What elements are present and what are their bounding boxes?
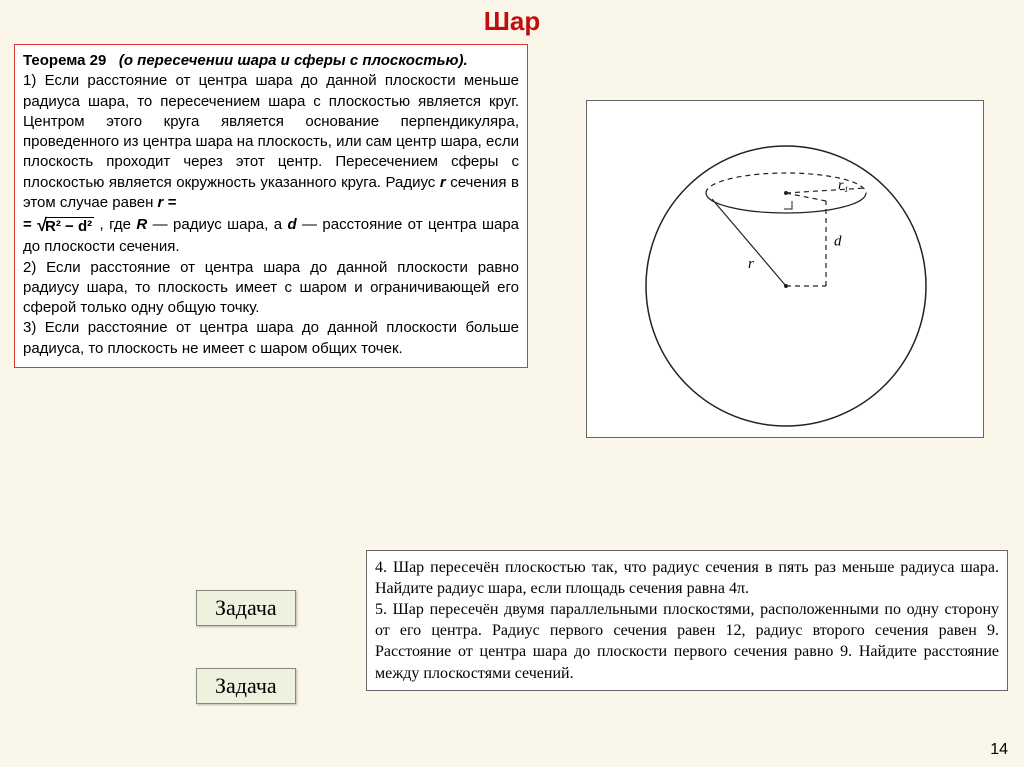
page-number: 14 bbox=[990, 741, 1008, 759]
page-title: Шар bbox=[0, 6, 1024, 37]
sqrt-formula: R² − d² bbox=[37, 213, 94, 237]
task-button-1[interactable]: Задача bbox=[196, 590, 296, 626]
title-text: Шар bbox=[484, 6, 540, 36]
theorem-eq-prefix: = bbox=[23, 216, 37, 233]
theorem-p3: 3) Если расстояние от центра шара до дан… bbox=[23, 319, 519, 356]
svg-text:d: d bbox=[834, 234, 842, 250]
theorem-p2: 2) Если расстояние от центра шара до дан… bbox=[23, 259, 519, 317]
theorem-eq-lhs: r = bbox=[158, 194, 177, 211]
theorem-subtitle: (о пересечении шара и сферы с плоскостью… bbox=[119, 52, 468, 69]
task-button-2[interactable]: Задача bbox=[196, 668, 296, 704]
task-label-1: Задача bbox=[215, 595, 277, 620]
theorem-p1c: , где bbox=[100, 216, 137, 233]
svg-text:r₁: r₁ bbox=[838, 178, 848, 193]
sphere-diagram: r₁ r d bbox=[587, 101, 983, 437]
theorem-dvar: d bbox=[287, 216, 296, 233]
theorem-Rvar: R bbox=[136, 216, 147, 233]
theorem-box: Теорема 29 (о пересечении шара и сферы с… bbox=[14, 44, 528, 368]
problems-box: 4. Шар пересечён плоскостью так, что рад… bbox=[366, 550, 1008, 691]
theorem-label: Теорема 29 bbox=[23, 52, 106, 69]
problem-5: 5. Шар пересечён двумя параллельными пло… bbox=[375, 599, 999, 683]
problem-4: 4. Шар пересечён плоскостью так, что рад… bbox=[375, 557, 999, 599]
svg-text:r: r bbox=[748, 256, 754, 272]
theorem-p1d: — радиус шара, а bbox=[153, 216, 288, 233]
theorem-r: r bbox=[440, 174, 446, 191]
radicand: R² − d² bbox=[45, 217, 94, 235]
sphere-diagram-box: r₁ r d bbox=[586, 100, 984, 438]
task-label-2: Задача bbox=[215, 673, 277, 698]
